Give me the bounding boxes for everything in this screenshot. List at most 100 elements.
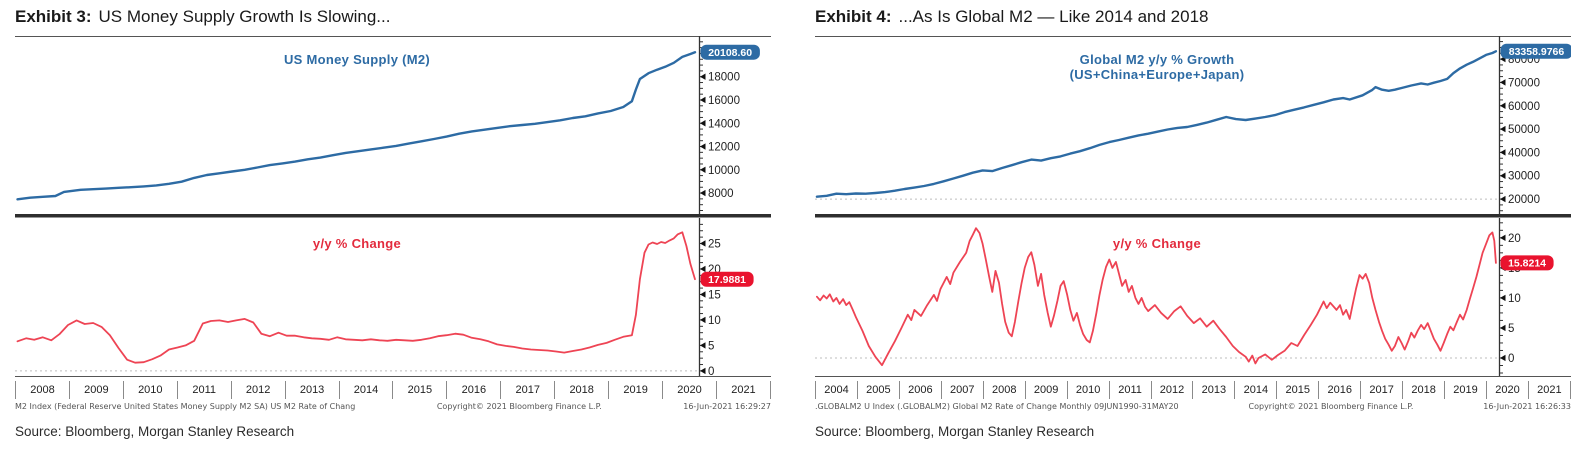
x-axis-year-label: 2017 [1360,381,1402,399]
x-axis-year-label: 2021 [1527,381,1571,399]
x-axis-year-label: 2014 [338,381,393,399]
us-m2-yoy-change-last-value-badge [700,271,754,287]
exhibit-3-source: Source: Bloomberg, Morgan Stanley Resear… [15,424,295,439]
y-axis-tick [700,96,706,104]
exhibit-3-title-text: US Money Supply Growth Is Slowing... [98,7,391,26]
y-axis-tick [1500,79,1506,86]
x-axis-year-label: 2019 [1444,381,1486,399]
y-axis-tick [700,316,706,324]
x-axis-year-label: 2015 [1276,381,1318,399]
x-axis-year-label: 2009 [1024,381,1067,399]
y-axis-tick-label: 10 [1508,293,1521,305]
x-axis-year-label: 2007 [940,381,983,399]
security-description: M2 Index (Federal Reserve United States … [15,402,356,411]
timestamp-text: 16-Jun-2021 16:29:27 [683,402,771,411]
y-axis-tick-label: 5 [708,340,714,352]
y-axis-tick [700,240,706,247]
x-axis-year-label: 2019 [608,381,662,399]
y-axis-tick-label: 50000 [1508,124,1540,136]
y-axis-tick [1500,102,1506,109]
x-axis-year-label: 2004 [815,381,857,399]
exhibit-3-label: Exhibit 3: [15,7,92,26]
y-axis-tick [700,120,706,127]
global-m2-level-last-value-label: 83358.9766 [1509,46,1565,58]
exhibit-4-source: Source: Bloomberg, Morgan Stanley Resear… [815,424,1095,439]
x-axis-year-label: 2017 [500,381,554,399]
x-axis-year-label: 2020 [1486,381,1528,399]
global-m2-yoy-change-last-value-label: 15.8214 [1508,258,1546,270]
y-axis-tick [1500,324,1506,332]
x-axis-year-label: 2009 [68,381,123,399]
us-money-supply-m2-last-value-badge [700,44,760,60]
y-axis-tick [700,73,706,80]
x-axis-year-label: 2016 [1318,381,1360,399]
y-axis-tick-label: 0 [708,366,714,378]
y-axis-tick-label: 14000 [708,118,740,130]
y-axis-tick-label: 20 [1508,233,1521,245]
y-axis-tick-label: 16000 [708,95,740,107]
x-axis-year-label: 2011 [1108,381,1151,399]
us-money-supply-m2-line [16,51,697,201]
exhibit-3-chart: 8000 10000 12000 14000 16000 18000 20108.60 0 5 1… [15,36,772,411]
x-axis-year-label: 2010 [122,381,177,399]
x-axis-year-label: 2012 [230,381,285,399]
y-axis-tick-label: 15 [708,289,721,301]
x-axis-year-label: 2018 [1402,381,1444,399]
x-axis-year-label: 2021 [715,381,771,399]
exhibit-3-fineprint: M2 Index (Federal Reserve United States … [15,400,771,411]
y-axis-tick [1500,195,1506,203]
y-axis-tick [1500,125,1506,133]
y-axis-tick [700,265,706,273]
exhibit-3-year-axis: 2008 2009 2010 2011 2012 2013 2014 2015 2016 2017… [15,380,771,400]
exhibit-4-title: Exhibit 4: ...As Is Global M2 — Like 2014… [815,7,1572,27]
x-axis-year-label: 2018 [554,381,608,399]
y-axis-tick-label: 10 [708,315,721,327]
exhibit-4-label: Exhibit 4: [815,7,892,26]
x-axis-year-label: 2008 [15,381,69,399]
y-axis-tick-label: 18000 [708,72,740,84]
x-axis-year-label: 2014 [1234,381,1276,399]
global-m2-yoy-change-last-value-badge [1500,255,1554,271]
x-axis-year-label: 2010 [1066,381,1109,399]
y-axis-tick-label: 8000 [708,188,734,200]
y-axis-tick-label: 30000 [1508,171,1540,183]
x-axis-year-label: 2013 [284,381,339,399]
exhibit-4-chart: 20000 30000 40000 50000 60000 70000 80000 83358… [815,36,1572,411]
y-axis-tick-label: 40000 [1508,147,1540,159]
y-axis-tick [1500,354,1506,362]
x-axis-year-label: 2005 [856,381,899,399]
x-axis-year-label: 2006 [898,381,941,399]
us-money-supply-m2-last-value-label: 20108.60 [708,47,752,59]
y-axis-tick-label: 12000 [708,142,740,154]
us-m2-yoy-change-last-value-label: 17.9881 [708,274,746,286]
y-axis-tick [1500,294,1506,302]
exhibit-4-title-text: ...As Is Global M2 — Like 2014 and 2018 [898,7,1209,26]
x-axis-year-label: 2013 [1192,381,1234,399]
y-axis-tick-label: 10000 [708,165,740,177]
y-axis-tick [700,367,706,375]
exhibit-4-section: Exhibit 4: ...As Is Global M2 — Like 2014… [815,0,1572,439]
exhibit-4-year-axis: 2004 2005 2006 2007 2008 2009 2010 2011 2012 2013… [815,380,1571,400]
y-axis-tick [1500,234,1506,242]
y-axis-tick [700,189,706,197]
copyright-text: Copyright© 2021 Bloomberg Finance L.P. [1248,402,1414,411]
y-axis-tick-label: 0 [1508,353,1514,365]
x-axis-year-label: 2012 [1150,381,1193,399]
global-m2-level-last-value-badge [1500,43,1571,59]
y-axis-tick-label: 25 [708,238,721,250]
y-axis-tick [700,166,706,173]
panel-divider [815,214,1571,218]
x-axis-year-label: 2020 [662,381,716,399]
timestamp-text: 16-Jun-2021 16:26:33 [1483,402,1571,411]
y-axis-tick [700,342,706,349]
y-axis-tick [700,291,706,298]
y-axis-tick [700,143,706,150]
x-axis-year-label: 2016 [446,381,500,399]
x-axis-year-label: 2008 [982,381,1025,399]
y-axis-tick [1500,149,1506,156]
us-m2-yoy-change-line [16,231,696,364]
panel-divider [15,214,771,218]
copyright-text: Copyright© 2021 Bloomberg Finance L.P. [436,402,602,411]
exhibit-3-section: Exhibit 3: US Money Supply Growth Is Slow… [15,0,772,439]
